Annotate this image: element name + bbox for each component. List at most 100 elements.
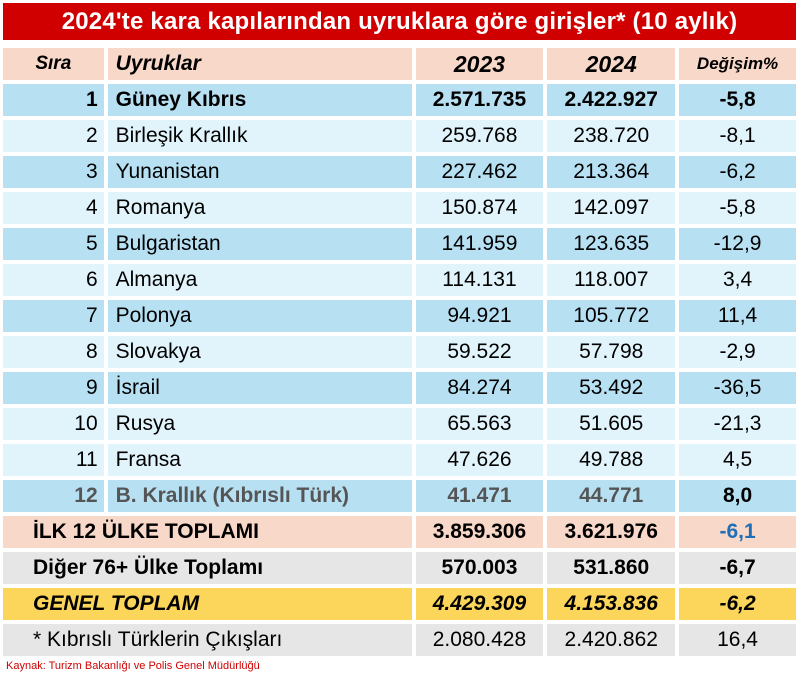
row-rank: 2 <box>3 120 104 152</box>
table-row: 9 İsrail 84.274 53.492 -36,5 <box>3 372 796 404</box>
row-2024: 44.771 <box>547 480 676 512</box>
row-rank: 11 <box>3 444 104 476</box>
row-change: -6,2 <box>679 156 796 188</box>
row-change: -36,5 <box>679 372 796 404</box>
row-name: Birleşik Krallık <box>107 120 412 152</box>
row-2024: 49.788 <box>547 444 676 476</box>
row-name: İsrail <box>107 372 412 404</box>
row-2023: 259.768 <box>415 120 544 152</box>
row-2023: 47.626 <box>415 444 544 476</box>
row-change: 8,0 <box>679 480 796 512</box>
source-note: Kaynak: Turizm Bakanlığı ve Polis Genel … <box>6 660 260 672</box>
other-total-change: -6,7 <box>679 552 796 584</box>
row-2023: 114.131 <box>415 264 544 296</box>
cypriot-exits-change: 16,4 <box>679 624 796 656</box>
header-nationality: Uyruklar <box>107 48 412 80</box>
cypriot-exits-2024: 2.420.862 <box>547 624 676 656</box>
other-total-label: Diğer 76+ Ülke Toplamı <box>3 552 412 584</box>
table-row: 7 Polonya 94.921 105.772 11,4 <box>3 300 796 332</box>
grand-total-2023: 4.429.309 <box>415 588 544 620</box>
table-row: 3 Yunanistan 227.462 213.364 -6,2 <box>3 156 796 188</box>
cypriot-exits-row: * Kıbrıslı Türklerin Çıkışları 2.080.428… <box>3 624 796 656</box>
row-change: 4,5 <box>679 444 796 476</box>
row-2023: 84.274 <box>415 372 544 404</box>
row-rank: 8 <box>3 336 104 368</box>
row-2024: 2.422.927 <box>547 84 676 116</box>
header-2023: 2023 <box>415 48 544 80</box>
row-2024: 57.798 <box>547 336 676 368</box>
row-rank: 4 <box>3 192 104 224</box>
row-rank: 5 <box>3 228 104 260</box>
row-change: -2,9 <box>679 336 796 368</box>
top12-total-label: İLK 12 ÜLKE TOPLAMI <box>3 516 412 548</box>
row-2024: 118.007 <box>547 264 676 296</box>
row-change: 3,4 <box>679 264 796 296</box>
table-row: 1 Güney Kıbrıs 2.571.735 2.422.927 -5,8 <box>3 84 796 116</box>
row-name: Fransa <box>107 444 412 476</box>
grand-total-row: GENEL TOPLAM 4.429.309 4.153.836 -6,2 <box>3 588 796 620</box>
row-2024: 213.364 <box>547 156 676 188</box>
top12-total-row: İLK 12 ÜLKE TOPLAMI 3.859.306 3.621.976 … <box>3 516 796 548</box>
row-2023: 227.462 <box>415 156 544 188</box>
cypriot-exits-2023: 2.080.428 <box>415 624 544 656</box>
row-rank: 3 <box>3 156 104 188</box>
grand-total-label: GENEL TOPLAM <box>3 588 412 620</box>
table-row: 5 Bulgaristan 141.959 123.635 -12,9 <box>3 228 796 260</box>
row-name: Yunanistan <box>107 156 412 188</box>
table-row: 4 Romanya 150.874 142.097 -5,8 <box>3 192 796 224</box>
table-title: 2024'te kara kapılarından uyruklara göre… <box>3 3 796 40</box>
table-row: 10 Rusya 65.563 51.605 -21,3 <box>3 408 796 440</box>
row-rank: 1 <box>3 84 104 116</box>
row-name: Rusya <box>107 408 412 440</box>
row-name: B. Krallık (Kıbrıslı Türk) <box>107 480 412 512</box>
other-total-2023: 570.003 <box>415 552 544 584</box>
row-2023: 94.921 <box>415 300 544 332</box>
row-rank: 12 <box>3 480 104 512</box>
row-change: -5,8 <box>679 84 796 116</box>
row-rank: 9 <box>3 372 104 404</box>
row-2023: 65.563 <box>415 408 544 440</box>
row-change: -8,1 <box>679 120 796 152</box>
table-row: 2 Birleşik Krallık 259.768 238.720 -8,1 <box>3 120 796 152</box>
top12-total-change: -6,1 <box>679 516 796 548</box>
cypriot-exits-label: * Kıbrıslı Türklerin Çıkışları <box>3 624 412 656</box>
header-row: Sıra Uyruklar 2023 2024 Değişim% <box>3 48 796 80</box>
row-2024: 238.720 <box>547 120 676 152</box>
table-row: 12 B. Krallık (Kıbrıslı Türk) 41.471 44.… <box>3 480 796 512</box>
other-total-row: Diğer 76+ Ülke Toplamı 570.003 531.860 -… <box>3 552 796 584</box>
row-change: -12,9 <box>679 228 796 260</box>
top12-total-2023: 3.859.306 <box>415 516 544 548</box>
row-name: Polonya <box>107 300 412 332</box>
row-2024: 53.492 <box>547 372 676 404</box>
row-2023: 150.874 <box>415 192 544 224</box>
row-2023: 2.571.735 <box>415 84 544 116</box>
table-row: 6 Almanya 114.131 118.007 3,4 <box>3 264 796 296</box>
row-name: Güney Kıbrıs <box>107 84 412 116</box>
row-2024: 142.097 <box>547 192 676 224</box>
table-row: 8 Slovakya 59.522 57.798 -2,9 <box>3 336 796 368</box>
row-change: -21,3 <box>679 408 796 440</box>
row-2023: 59.522 <box>415 336 544 368</box>
header-2024: 2024 <box>547 48 676 80</box>
row-2024: 105.772 <box>547 300 676 332</box>
data-table: Sıra Uyruklar 2023 2024 Değişim% 1 Güney… <box>3 44 796 660</box>
table-row: 11 Fransa 47.626 49.788 4,5 <box>3 444 796 476</box>
grand-total-change: -6,2 <box>679 588 796 620</box>
top12-total-2024: 3.621.976 <box>547 516 676 548</box>
grand-total-2024: 4.153.836 <box>547 588 676 620</box>
row-change: -5,8 <box>679 192 796 224</box>
row-rank: 7 <box>3 300 104 332</box>
row-2023: 41.471 <box>415 480 544 512</box>
row-2023: 141.959 <box>415 228 544 260</box>
row-name: Almanya <box>107 264 412 296</box>
header-rank: Sıra <box>3 48 104 80</box>
row-2024: 123.635 <box>547 228 676 260</box>
header-change: Değişim% <box>679 48 796 80</box>
row-2024: 51.605 <box>547 408 676 440</box>
row-name: Romanya <box>107 192 412 224</box>
row-rank: 10 <box>3 408 104 440</box>
row-name: Slovakya <box>107 336 412 368</box>
other-total-2024: 531.860 <box>547 552 676 584</box>
row-name: Bulgaristan <box>107 228 412 260</box>
